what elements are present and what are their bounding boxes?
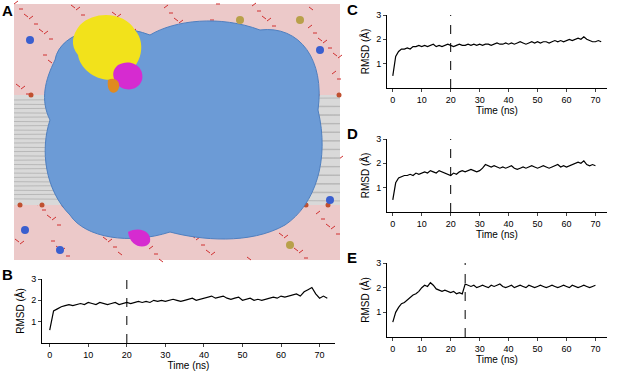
svg-text:10: 10: [83, 350, 93, 360]
svg-text:2: 2: [376, 158, 381, 168]
svg-text:30: 30: [160, 350, 170, 360]
html-text:C: C: [347, 1, 358, 18]
html-text:B: B: [2, 266, 13, 283]
svg-text:10: 10: [417, 344, 427, 354]
svg-text:1: 1: [31, 317, 36, 327]
svg-text:2: 2: [376, 283, 381, 293]
svg-text:1: 1: [376, 183, 381, 193]
svg-text:3: 3: [376, 258, 381, 268]
svg-text:0: 0: [390, 219, 395, 229]
svg-text:20: 20: [446, 219, 456, 229]
svg-text:2: 2: [376, 34, 381, 44]
svg-text:40: 40: [199, 350, 209, 360]
svg-text:50: 50: [533, 219, 543, 229]
svg-text:Time (ns): Time (ns): [168, 360, 210, 371]
svg-text:40: 40: [504, 219, 514, 229]
svg-text:20: 20: [446, 95, 456, 105]
svg-text:RMSD (Å): RMSD (Å): [359, 277, 371, 323]
svg-text:60: 60: [561, 219, 571, 229]
svg-text:Time (ns): Time (ns): [476, 105, 518, 116]
svg-text:0: 0: [390, 344, 395, 354]
html-text:D: D: [347, 125, 358, 142]
svg-text:3: 3: [376, 10, 381, 20]
svg-text:50: 50: [533, 95, 543, 105]
svg-text:Time (ns): Time (ns): [476, 354, 518, 365]
svg-text:RMSD (Å): RMSD (Å): [14, 288, 26, 334]
svg-text:30: 30: [475, 95, 485, 105]
svg-text:30: 30: [475, 219, 485, 229]
svg-text:Time (ns): Time (ns): [476, 229, 518, 240]
svg-text:60: 60: [276, 350, 286, 360]
svg-text:30: 30: [475, 344, 485, 354]
html-text:A: A: [2, 2, 13, 19]
svg-text:0: 0: [47, 350, 52, 360]
svg-text:70: 70: [590, 344, 600, 354]
svg-text:60: 60: [561, 95, 571, 105]
svg-text:20: 20: [122, 350, 132, 360]
svg-text:20: 20: [446, 344, 456, 354]
html-text:E: E: [347, 249, 357, 266]
svg-text:RMSD (Å): RMSD (Å): [359, 153, 371, 199]
svg-text:40: 40: [504, 344, 514, 354]
svg-text:70: 70: [315, 350, 325, 360]
svg-text:70: 70: [590, 95, 600, 105]
svg-text:1: 1: [376, 307, 381, 317]
svg-text:0: 0: [390, 95, 395, 105]
svg-text:10: 10: [417, 95, 427, 105]
svg-text:1: 1: [376, 59, 381, 69]
svg-text:2: 2: [31, 295, 36, 305]
svg-text:3: 3: [31, 274, 36, 284]
svg-text:50: 50: [237, 350, 247, 360]
svg-text:70: 70: [590, 219, 600, 229]
svg-text:RMSD (Å): RMSD (Å): [359, 29, 371, 75]
svg-text:3: 3: [376, 134, 381, 144]
svg-text:10: 10: [417, 219, 427, 229]
svg-text:40: 40: [504, 95, 514, 105]
svg-text:50: 50: [533, 344, 543, 354]
svg-text:60: 60: [561, 344, 571, 354]
